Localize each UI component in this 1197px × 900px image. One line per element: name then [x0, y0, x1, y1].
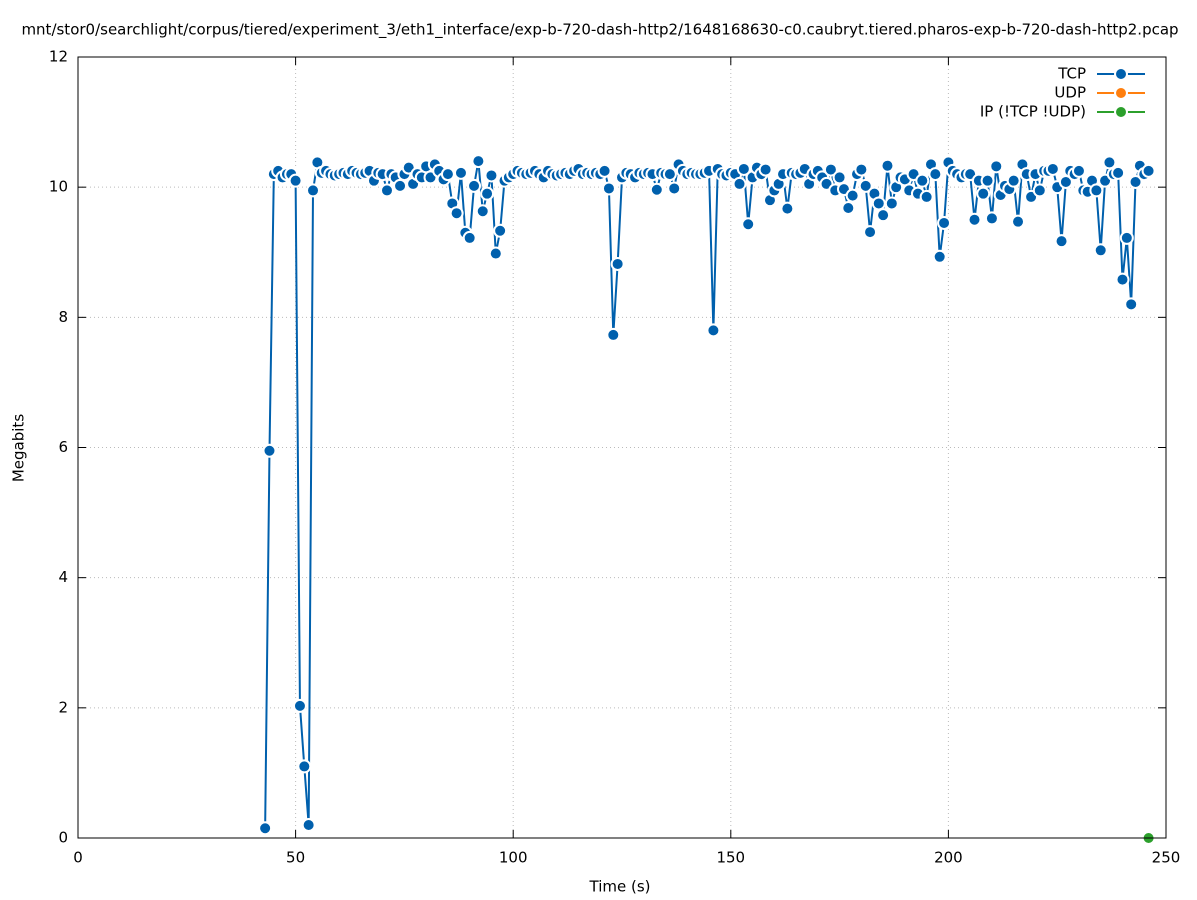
- data-point: [780, 201, 795, 216]
- legend-marker: [1114, 86, 1128, 100]
- data-point: [854, 162, 869, 177]
- data-point: [297, 759, 312, 774]
- data-point: [832, 170, 847, 185]
- data-point: [597, 163, 612, 178]
- data-point: [1032, 183, 1047, 198]
- legend-label: IP (!TCP !UDP): [980, 103, 1086, 121]
- plot-area: [258, 154, 1156, 845]
- chart-title: mnt/stor0/searchlight/corpus/tiered/expe…: [21, 21, 1178, 40]
- data-point: [1111, 165, 1126, 180]
- data-point: [967, 212, 982, 227]
- data-point: [306, 183, 321, 198]
- data-point: [884, 196, 899, 211]
- y-tick-label: 12: [49, 48, 68, 66]
- x-tick-label: 150: [716, 849, 745, 867]
- data-point: [1045, 161, 1060, 176]
- data-point: [758, 162, 773, 177]
- data-point: [484, 168, 499, 183]
- data-point: [453, 165, 468, 180]
- data-point: [1128, 174, 1143, 189]
- data-point: [736, 161, 751, 176]
- data-point: [440, 167, 455, 182]
- data-point: [393, 178, 408, 193]
- x-tick-label: 200: [934, 849, 963, 867]
- data-point: [462, 230, 477, 245]
- data-point: [662, 167, 677, 182]
- x-tick-label: 250: [1152, 849, 1181, 867]
- legend-label: TCP: [1057, 65, 1086, 83]
- data-point: [1119, 230, 1134, 245]
- data-point: [880, 158, 895, 173]
- data-point: [1102, 155, 1117, 170]
- data-point: [1011, 214, 1026, 229]
- data-point: [863, 225, 878, 240]
- data-point: [937, 215, 952, 230]
- data-point: [449, 206, 464, 221]
- data-point: [471, 154, 486, 169]
- data-point: [467, 178, 482, 193]
- data-point: [379, 183, 394, 198]
- data-point: [706, 323, 721, 338]
- y-tick-label: 8: [58, 308, 68, 326]
- data-point: [288, 173, 303, 188]
- legend-marker: [1114, 105, 1128, 119]
- data-point: [932, 249, 947, 264]
- data-point: [919, 189, 934, 204]
- data-point: [876, 208, 891, 223]
- data-point: [984, 211, 999, 226]
- data-point: [1054, 234, 1069, 249]
- y-tick-label: 0: [58, 829, 68, 847]
- x-tick-label: 100: [499, 849, 528, 867]
- x-tick-label: 50: [286, 849, 305, 867]
- data-point: [301, 817, 316, 832]
- y-tick-label: 4: [58, 568, 68, 586]
- data-point: [292, 698, 307, 713]
- x-axis-label: Time (s): [589, 878, 651, 896]
- data-point: [858, 178, 873, 193]
- data-point: [480, 186, 495, 201]
- x-tick-label: 0: [73, 849, 83, 867]
- data-point: [610, 256, 625, 271]
- data-point: [475, 204, 490, 219]
- data-point: [258, 821, 273, 836]
- data-point: [976, 186, 991, 201]
- data-point: [1124, 297, 1139, 312]
- legend-label: UDP: [1054, 84, 1086, 102]
- data-point: [732, 176, 747, 191]
- legend-marker: [1114, 67, 1128, 81]
- data-point: [928, 167, 943, 182]
- plot-frame: [77, 56, 1167, 839]
- data-point: [741, 217, 756, 232]
- data-point: [845, 188, 860, 203]
- data-point: [606, 327, 621, 342]
- data-point: [1093, 243, 1108, 258]
- data-point: [1141, 163, 1156, 178]
- data-point: [488, 246, 503, 261]
- y-tick-label: 2: [58, 698, 68, 716]
- data-point: [1071, 163, 1086, 178]
- data-point: [493, 223, 508, 238]
- data-point: [841, 200, 856, 215]
- y-tick-label: 10: [49, 178, 68, 196]
- data-point: [1006, 173, 1021, 188]
- data-point: [823, 162, 838, 177]
- data-point: [1089, 183, 1104, 198]
- data-point: [601, 181, 616, 196]
- data-point: [667, 181, 682, 196]
- y-axis-label: Megabits: [10, 414, 28, 482]
- data-point: [262, 443, 277, 458]
- data-point: [915, 173, 930, 188]
- y-tick-label: 6: [58, 438, 68, 456]
- data-point: [649, 182, 664, 197]
- data-point: [989, 159, 1004, 174]
- data-point: [980, 173, 995, 188]
- data-point: [1115, 272, 1130, 287]
- data-point: [871, 196, 886, 211]
